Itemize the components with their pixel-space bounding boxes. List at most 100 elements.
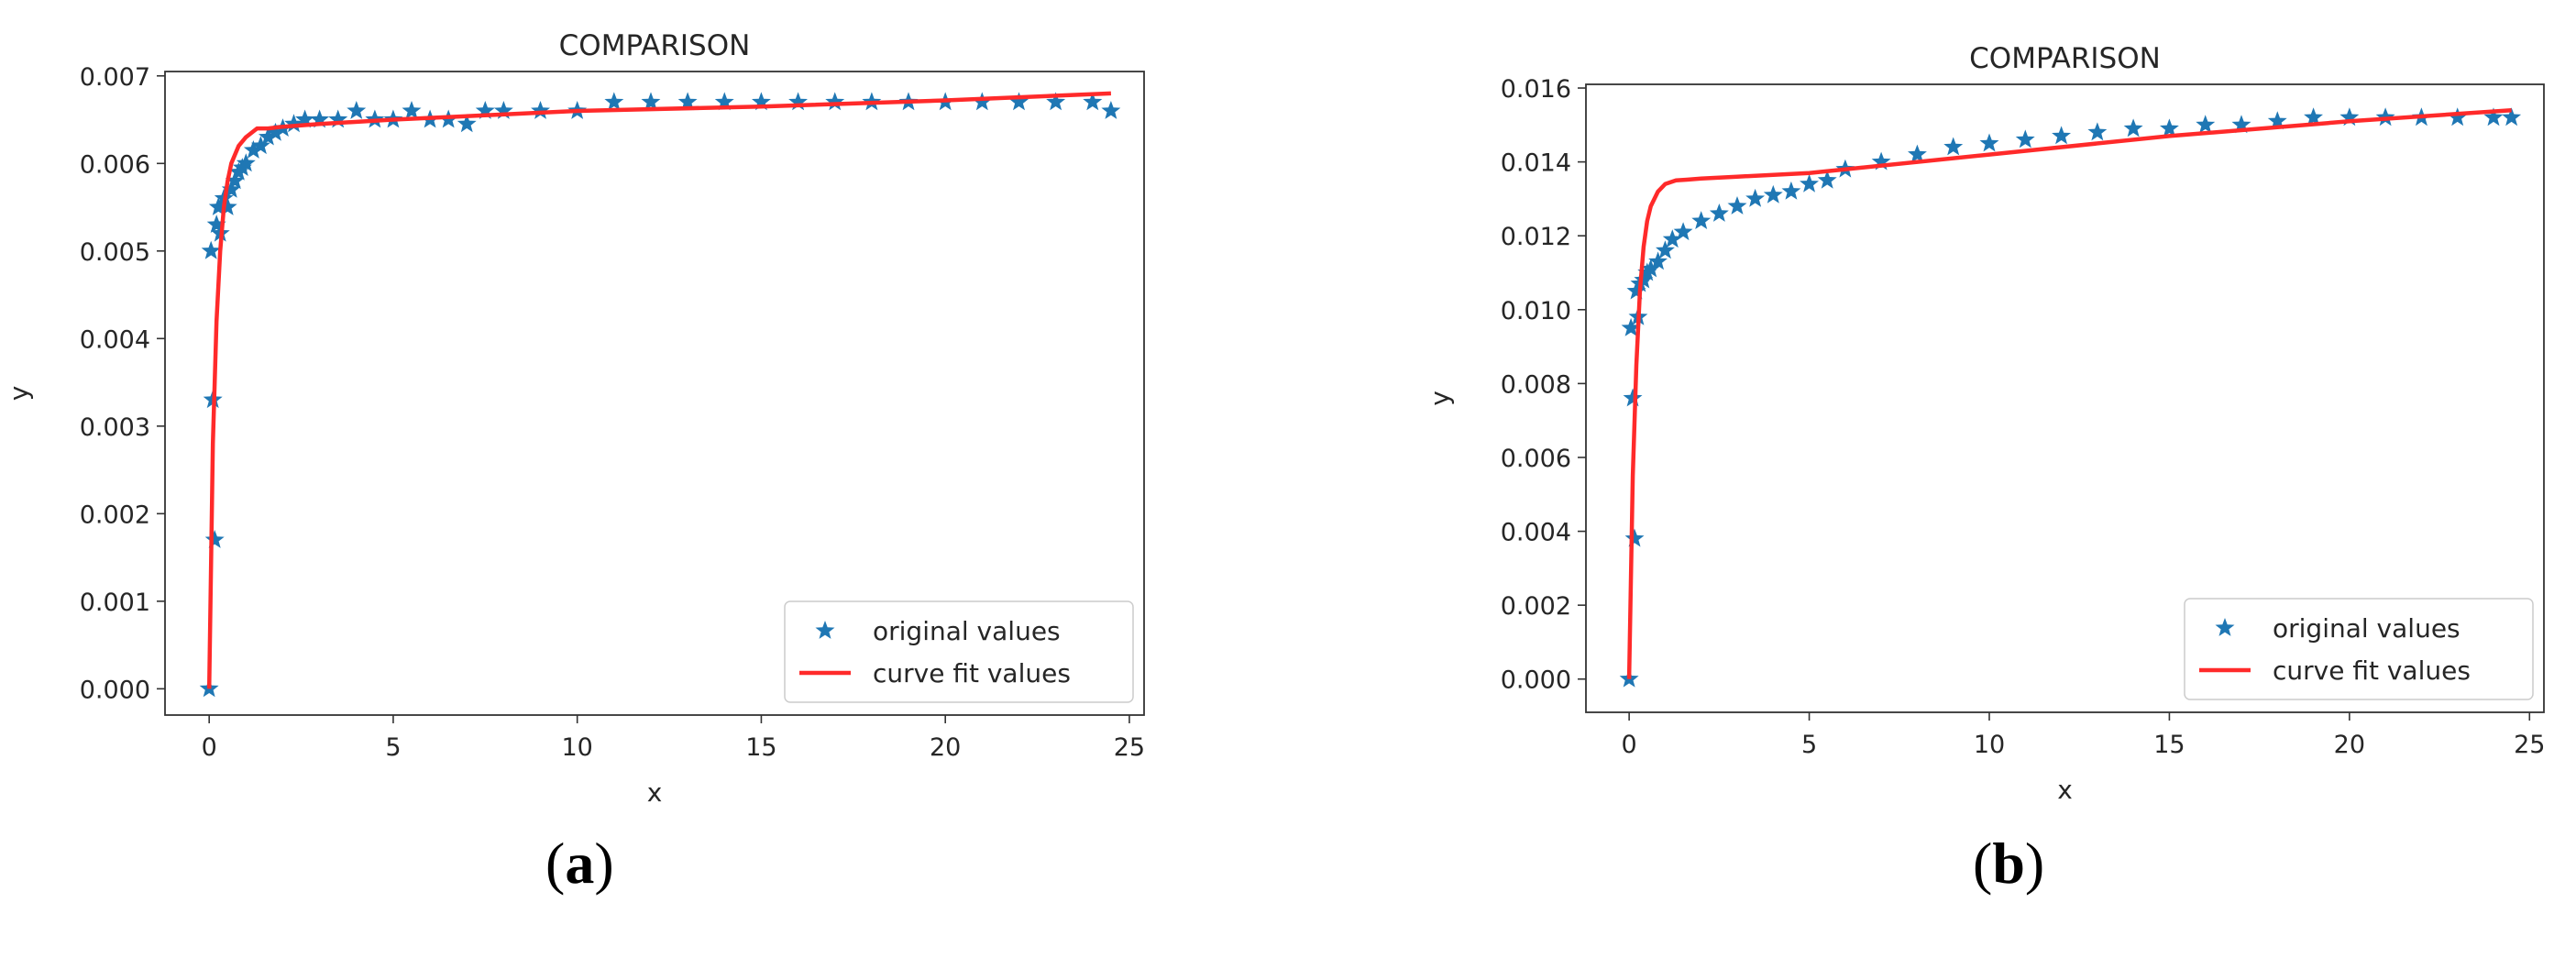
legend-star-icon <box>815 621 835 639</box>
data-point-original <box>1673 222 1693 241</box>
legend-box <box>2184 598 2534 700</box>
data-point-original <box>1624 528 1645 547</box>
data-point-original <box>206 215 226 233</box>
legend: original values curve fit values <box>2184 598 2534 700</box>
legend-label: curve fit values <box>2273 655 2471 686</box>
legend-label: curve fit values <box>873 658 1071 688</box>
data-point-original <box>2448 107 2468 127</box>
chart-title: COMPARISON <box>1969 42 2161 75</box>
data-point-original <box>457 114 477 133</box>
y-tick-label: 0.002 <box>80 501 150 529</box>
x-axis-label: x <box>647 777 663 808</box>
data-point-original <box>1908 144 1927 163</box>
data-point-original <box>1621 317 1641 336</box>
data-point-original <box>475 101 495 119</box>
y-tick-label: 0.006 <box>1501 445 1571 473</box>
x-tick-label: 25 <box>2514 731 2545 759</box>
data-point-original <box>1046 92 1066 111</box>
x-tick-label: 0 <box>1622 731 1637 759</box>
data-point-original <box>217 197 237 215</box>
axes-frame <box>164 71 1145 716</box>
data-point-original <box>2267 111 2287 130</box>
y-tick-label: 0.010 <box>1501 297 1571 325</box>
data-point-original <box>201 240 221 259</box>
data-point-original <box>1727 196 1747 215</box>
data-point-original <box>1641 259 1661 278</box>
y-tick-label: 0.005 <box>80 238 150 267</box>
data-point-original <box>347 101 367 119</box>
data-point-original <box>204 530 225 548</box>
x-tick-label: 10 <box>1974 731 2005 759</box>
data-point-original <box>2160 118 2179 138</box>
y-tick-label: 0.000 <box>80 676 150 704</box>
curve-fit-line <box>206 91 1111 689</box>
data-point-original <box>493 101 513 119</box>
curve-fit-line <box>1626 107 2512 679</box>
data-point-original <box>2087 122 2108 141</box>
data-point-original <box>1623 388 1643 407</box>
data-point-original <box>266 122 285 141</box>
data-point-original <box>677 92 698 111</box>
y-tick-label: 0.002 <box>1501 592 1571 621</box>
data-point-original <box>1083 92 1103 111</box>
y-tick-label: 0.004 <box>1501 519 1571 547</box>
data-point-original <box>752 92 771 111</box>
x-tick-label: 15 <box>2153 731 2185 759</box>
data-point-original <box>2196 115 2216 134</box>
data-point-original <box>310 109 330 128</box>
data-point-original <box>2304 107 2323 127</box>
x-tick-label: 20 <box>930 733 961 762</box>
chart-a: COMPARISON 0 5 10 15 20 25 0.000 0.001 0.002 0.003… <box>4 29 1145 808</box>
data-point-original <box>225 171 245 190</box>
data-point-original <box>2375 107 2395 127</box>
y-axis-label: y <box>1425 391 1455 406</box>
y-tick-label: 0.016 <box>1501 75 1571 104</box>
panel-label-b: (b) <box>1973 831 2045 896</box>
y-tick-label: 0.014 <box>1501 149 1571 178</box>
x-tick-label: 15 <box>745 733 776 762</box>
data-point-original <box>1817 170 1837 189</box>
chart-b: COMPARISON 0 5 10 15 20 25 0.000 0.002 0.004 0.006… <box>1425 42 2545 805</box>
data-point-original <box>825 92 845 111</box>
x-tick-label: 0 <box>202 733 217 762</box>
data-point-original <box>295 109 314 128</box>
data-point-original <box>531 101 550 119</box>
data-point-original <box>2123 118 2143 138</box>
y-tick-label: 0.006 <box>80 150 150 179</box>
data-point-original <box>221 179 241 198</box>
data-point-original <box>1101 101 1121 119</box>
data-point-original <box>1943 137 1964 156</box>
data-point-original <box>1781 181 1801 200</box>
data-point-original <box>1871 151 1891 171</box>
y-tick-label: 0.003 <box>80 413 150 442</box>
legend-box <box>784 600 1134 703</box>
data-point-original <box>259 127 278 146</box>
data-point-original <box>1979 133 1999 152</box>
x-axis-label: x <box>2057 775 2073 805</box>
axes-frame <box>1585 83 2545 713</box>
y-tick-label: 0.008 <box>1501 370 1571 399</box>
data-point-original <box>1763 184 1783 204</box>
data-point-original <box>1656 240 1675 259</box>
data-point-original <box>2502 107 2522 127</box>
data-point-original <box>2052 126 2071 145</box>
y-axis-label: y <box>4 386 34 402</box>
x-tick-label: 5 <box>1801 731 1817 759</box>
panel-label-a: (a) <box>545 831 614 896</box>
plot-area <box>199 91 1121 698</box>
data-point-original <box>1009 92 1029 111</box>
data-point-original <box>402 101 422 119</box>
legend: original values curve fit values <box>784 600 1134 703</box>
data-point-original <box>1709 204 1729 222</box>
legend-star-icon <box>2215 618 2235 636</box>
data-point-original <box>1691 211 1712 229</box>
data-point-original <box>1800 173 1819 193</box>
x-tick-label: 10 <box>562 733 593 762</box>
x-tick-label: 25 <box>1114 733 1145 762</box>
data-point-original <box>1745 188 1766 207</box>
plot-area <box>1619 107 2522 688</box>
data-point-original <box>2483 107 2504 127</box>
x-tick-label: 20 <box>2334 731 2365 759</box>
y-tick-label: 0.004 <box>80 325 150 354</box>
